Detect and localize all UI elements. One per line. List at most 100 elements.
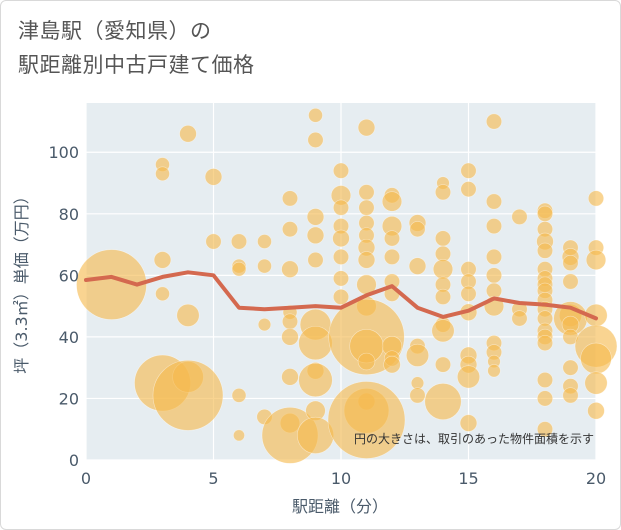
bubble-136	[562, 255, 579, 272]
bubble-33	[306, 226, 325, 245]
bubble-103	[485, 193, 502, 210]
bubble-41	[332, 162, 349, 179]
bubble-63	[327, 381, 406, 459]
bubble-78	[405, 343, 429, 367]
x-tick-label-3: 15	[458, 469, 478, 488]
bubble-101	[459, 414, 478, 432]
bubble-142	[562, 359, 579, 376]
y-tick-label-2: 40	[59, 328, 79, 347]
bubble-26	[281, 328, 299, 346]
chart-title-line-2: 駅距離別中古戸建て価格	[18, 53, 255, 77]
bubble-32	[306, 208, 325, 226]
bubble-4	[155, 286, 170, 302]
bubble-30	[308, 108, 323, 123]
y-tick-label-0: 0	[69, 451, 79, 470]
bubble-89	[431, 319, 455, 343]
x-axis-label: 駅距離（分）	[292, 497, 388, 516]
bubble-152	[587, 402, 605, 420]
bubble-90	[434, 356, 451, 373]
bubble-49	[357, 118, 376, 137]
average-price-line	[84, 270, 598, 321]
axis-ticks: 0 5 10 15 20 0 20 40 60 80 100	[48, 143, 606, 488]
bubble-9	[152, 360, 224, 431]
bubble-120	[536, 242, 553, 259]
bubble-80	[409, 387, 426, 404]
bubble-21	[281, 190, 298, 207]
bubble-23	[281, 260, 299, 278]
bubble-87	[434, 288, 451, 305]
bubble-91	[424, 383, 462, 421]
average-line-group	[84, 270, 598, 321]
bubble-18	[257, 258, 272, 274]
bubble-117	[536, 205, 553, 222]
bubble-60	[357, 352, 376, 371]
bubble-46	[332, 248, 349, 265]
y-tick-label-1: 20	[59, 389, 79, 408]
bubble-92	[460, 162, 477, 179]
bubble-7	[176, 303, 200, 327]
bubble-65	[381, 191, 403, 212]
bubble-130	[536, 335, 553, 352]
bubble-45	[332, 229, 350, 248]
bubble-15	[231, 388, 247, 403]
bubble-76	[408, 257, 427, 275]
bubble-113	[511, 208, 528, 225]
bubble-105	[485, 248, 502, 265]
chart-title-line-1: 津島駅（愛知県）の	[18, 19, 212, 43]
bubble-115	[511, 310, 528, 327]
bubble-137	[562, 273, 579, 290]
bubble-68	[383, 248, 400, 265]
bubble-38	[298, 362, 333, 398]
bubble-17	[257, 234, 272, 249]
bubble-112	[487, 364, 501, 378]
bubble-100	[456, 365, 480, 389]
bubble-3	[153, 251, 172, 269]
y-tick-label-4: 80	[59, 205, 79, 224]
bubble-83	[434, 230, 451, 247]
bubble-10	[204, 168, 223, 186]
bubble-25	[281, 313, 298, 330]
bubble-67	[383, 230, 400, 247]
bubble-104	[485, 218, 502, 235]
bubble-12	[231, 233, 248, 250]
bubble-34	[307, 251, 324, 268]
bubble-19	[257, 317, 272, 332]
bubble-47	[332, 270, 349, 287]
y-tick-label-5: 100	[48, 143, 79, 162]
x-tick-label-4: 20	[586, 469, 606, 488]
bubble-2	[155, 166, 170, 182]
bubble-0	[76, 249, 147, 320]
bubble-147	[585, 249, 607, 271]
bubble-131	[536, 371, 553, 388]
bubble-75	[409, 221, 426, 238]
bubble-50	[358, 184, 375, 201]
bubble-55	[357, 251, 376, 269]
bubble-151	[584, 371, 608, 395]
bubble-22	[281, 221, 298, 238]
bubble-132	[536, 390, 553, 407]
bubble-96	[460, 285, 477, 302]
bubble-51	[358, 199, 375, 216]
bubble-16	[233, 429, 245, 442]
x-tick-label-2: 10	[331, 469, 351, 488]
chart-title: 津島駅（愛知県）の 駅距離別中古戸建て価格	[18, 14, 255, 82]
bubble-133	[536, 421, 553, 438]
bubble-150	[580, 342, 612, 375]
y-tick-label-3: 60	[59, 266, 79, 285]
bubble-36	[298, 325, 333, 361]
x-tick-label-1: 5	[208, 469, 218, 488]
bubble-11	[205, 233, 222, 250]
bubble-size-note: 円の大きさは、取引のあった物件面積を示す	[354, 431, 594, 446]
bubble-14	[231, 261, 247, 277]
x-tick-label-0: 0	[81, 469, 91, 488]
bubble-6	[179, 125, 197, 143]
bubble-48	[332, 288, 349, 305]
bubble-82	[434, 184, 451, 201]
bubble-145	[587, 190, 604, 207]
bubble-144	[562, 387, 579, 404]
bubble-43	[332, 199, 349, 216]
y-axis-label: 坪（3.3㎡）単価（万円）	[12, 188, 31, 373]
bubble-73	[383, 355, 401, 374]
bubble-93	[460, 181, 477, 198]
